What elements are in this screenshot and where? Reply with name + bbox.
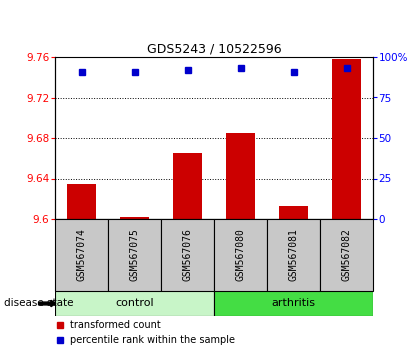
Bar — [214, 219, 267, 291]
Bar — [173, 153, 202, 219]
Text: GSM567075: GSM567075 — [129, 229, 139, 281]
Text: control: control — [115, 298, 154, 308]
Bar — [267, 219, 320, 291]
Text: GSM567080: GSM567080 — [236, 229, 245, 281]
Bar — [55, 219, 108, 291]
Bar — [214, 291, 373, 316]
Text: arthritis: arthritis — [272, 298, 316, 308]
Bar — [226, 133, 255, 219]
Bar — [55, 291, 214, 316]
Bar — [120, 217, 149, 219]
Text: GSM567076: GSM567076 — [182, 229, 192, 281]
Text: GSM567081: GSM567081 — [289, 229, 298, 281]
Bar — [320, 219, 373, 291]
Text: GSM567074: GSM567074 — [76, 229, 86, 281]
Bar — [332, 59, 361, 219]
Title: GDS5243 / 10522596: GDS5243 / 10522596 — [147, 43, 281, 56]
Legend: transformed count, percentile rank within the sample: transformed count, percentile rank withi… — [52, 316, 239, 349]
Bar — [67, 184, 96, 219]
Text: disease state: disease state — [4, 298, 74, 308]
Bar — [108, 219, 161, 291]
Bar — [279, 206, 308, 219]
Bar — [161, 219, 214, 291]
Text: GSM567082: GSM567082 — [342, 229, 351, 281]
